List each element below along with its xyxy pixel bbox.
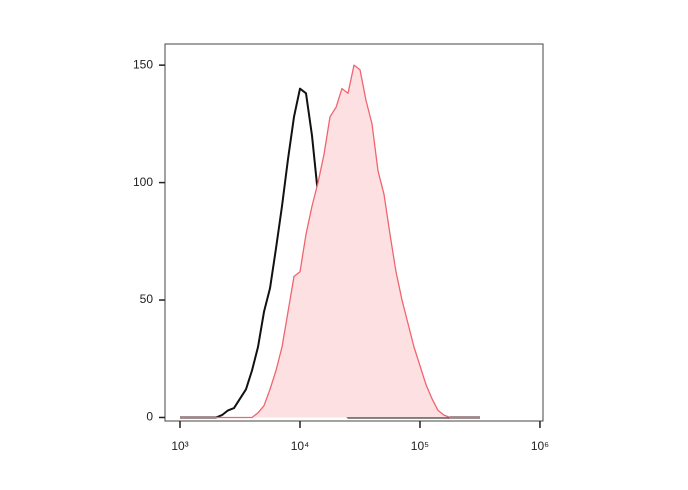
plot-frame	[164, 43, 544, 422]
series-area	[180, 65, 480, 418]
y-tick-label: 100	[133, 175, 153, 189]
y-tick-label: 50	[140, 292, 154, 306]
series-line	[180, 64, 480, 419]
x-tick-label: 10⁵	[411, 439, 429, 453]
y-tick-label: 0	[146, 410, 153, 424]
x-tick-label: 10⁴	[291, 439, 310, 453]
x-tick-label: 10⁶	[531, 439, 549, 453]
x-tick-label: 10³	[171, 439, 188, 453]
y-tick-label: 150	[133, 57, 153, 71]
